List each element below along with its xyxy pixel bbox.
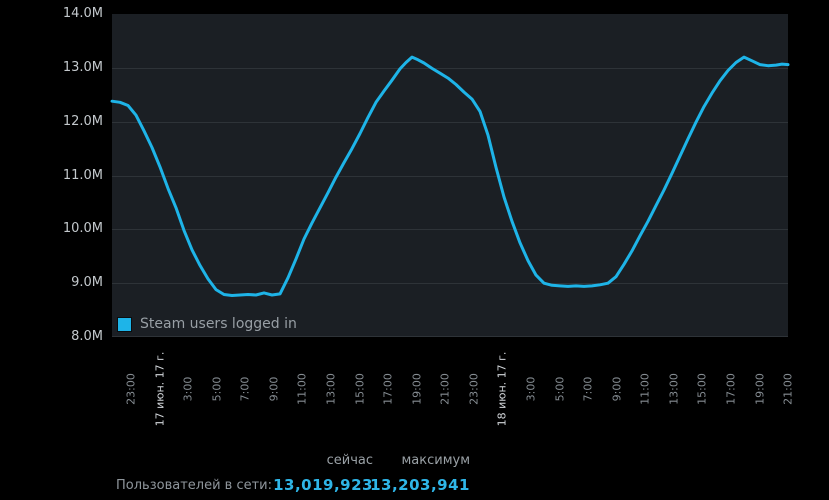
stat-max-value: 13,203,941	[370, 476, 470, 494]
gridline	[112, 229, 788, 231]
series-line-svg	[110, 55, 790, 297]
stat-col-now-label: сейчас	[326, 453, 373, 468]
stat-now-value: 13,019,923	[273, 476, 373, 494]
y-tick-label: 12.0M	[62, 113, 103, 129]
y-tick-label: 10.0M	[62, 221, 103, 237]
y-tick-label: 8.0M	[71, 329, 103, 344]
y-axis: 14.0M 13.0M 12.0M 11.0M 10.0M 9.0M 8.0M	[0, 6, 103, 354]
x-axis: 23:00 17 июн. 17 г. 3:00 5:00 7:00 9:00 11:00 1…	[124, 351, 795, 427]
gridline	[112, 283, 788, 285]
y-tick-label: 9.0M	[71, 275, 103, 291]
stat-col-max-label: максимум	[401, 453, 470, 468]
legend-label: Steam users logged in	[140, 316, 297, 332]
y-tick-label: 11.0M	[62, 167, 103, 183]
gridline	[112, 121, 788, 123]
y-tick-label: 13.0M	[62, 59, 103, 75]
legend-swatch	[117, 317, 132, 332]
gridline	[112, 175, 788, 177]
stat-row-label: Пользователей в сети:	[116, 478, 272, 493]
legend: Steam users logged in	[117, 317, 297, 332]
series-line	[110, 55, 790, 297]
y-tick-label: 14.0M	[62, 6, 103, 21]
gridline	[112, 67, 788, 69]
plot-area[interactable]: Steam users logged in	[110, 14, 790, 337]
